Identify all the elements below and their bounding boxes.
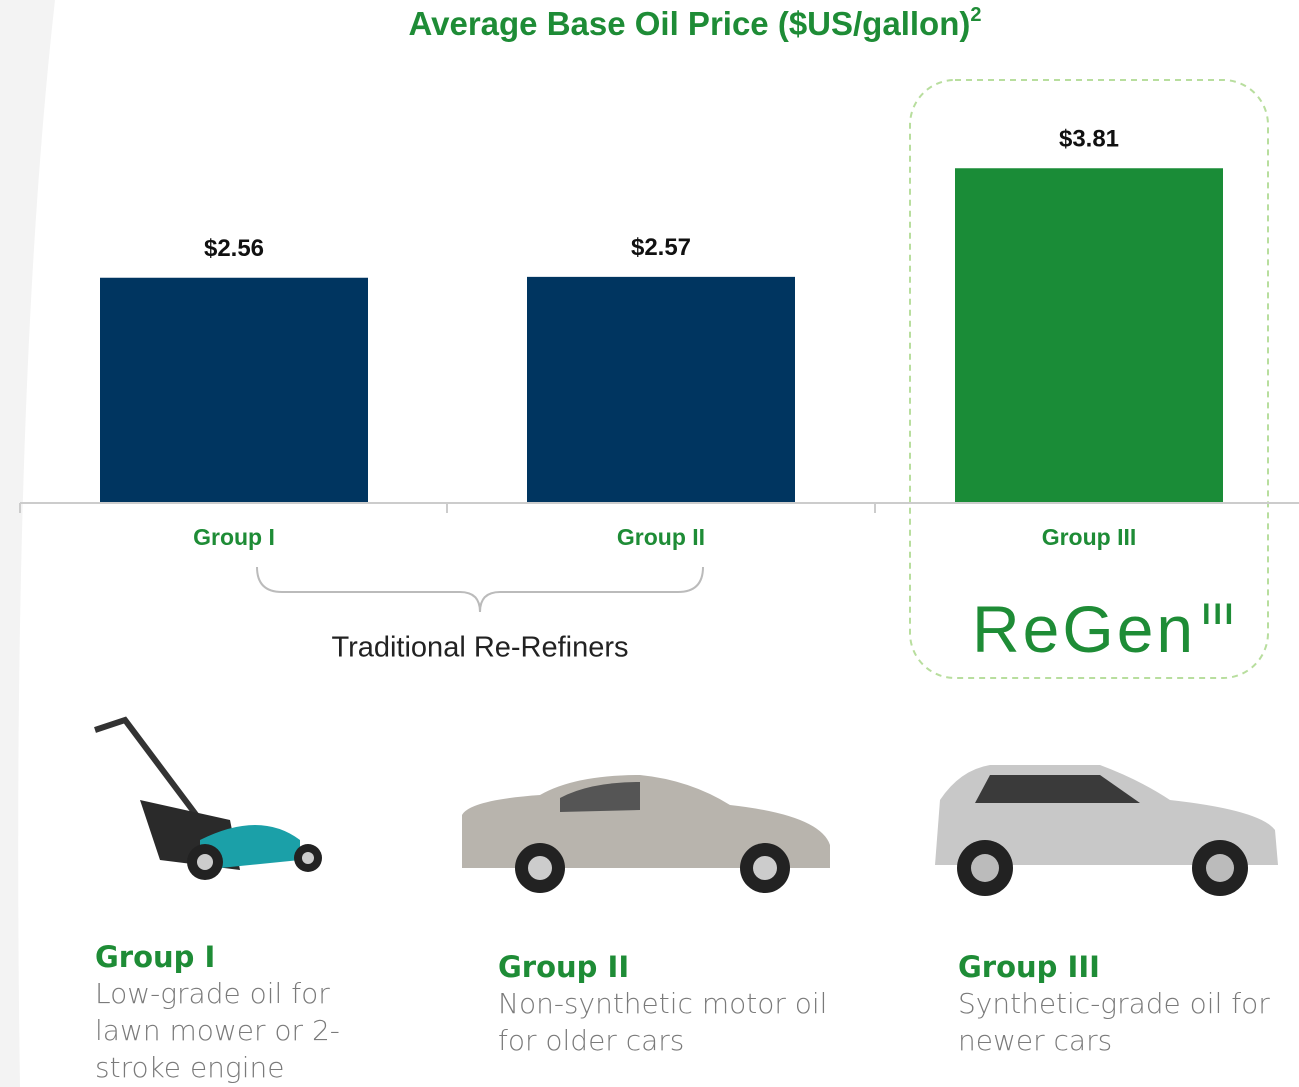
caption: Group II Non-synthetic motor oil for old… bbox=[498, 949, 858, 1059]
slide: Average Base Oil Price ($US/gallon)2 Tra… bbox=[0, 0, 1299, 1087]
caption-title: Group II bbox=[498, 949, 858, 985]
chart-title: Average Base Oil Price ($US/gallon)2 bbox=[409, 4, 982, 41]
title-superscript: 2 bbox=[970, 4, 981, 26]
title-text: Average Base Oil Price ($US/gallon) bbox=[409, 5, 971, 42]
bar bbox=[100, 278, 368, 502]
logo-text: ReGen bbox=[972, 592, 1196, 666]
caption-title: Group III bbox=[958, 949, 1278, 985]
value-label: $3.81 bbox=[1059, 126, 1119, 153]
value-label: $2.57 bbox=[631, 234, 691, 261]
sedan-illustration bbox=[462, 775, 830, 893]
background-curve bbox=[0, 0, 55, 1087]
category-label: Group II bbox=[617, 524, 705, 550]
bracket bbox=[257, 567, 703, 612]
suv-illustration bbox=[935, 765, 1278, 896]
value-label: $2.56 bbox=[204, 235, 264, 262]
category-label: Group I bbox=[193, 524, 275, 550]
bracket-label: Traditional Re-Refiners bbox=[331, 632, 628, 664]
caption-title: Group I bbox=[95, 939, 395, 975]
bar bbox=[527, 277, 795, 502]
logo-superscript: III bbox=[1202, 598, 1236, 631]
bar bbox=[955, 168, 1223, 502]
caption-text: Synthetic-grade oil for newer cars bbox=[958, 985, 1278, 1059]
caption-text: Low-grade oil for lawn mower or 2-stroke… bbox=[95, 975, 395, 1086]
category-label: Group III bbox=[1042, 524, 1137, 550]
caption: Group I Low-grade oil for lawn mower or … bbox=[95, 939, 395, 1086]
caption-text: Non-synthetic motor oil for older cars bbox=[498, 985, 858, 1059]
mower-illustration bbox=[95, 720, 322, 880]
caption: Group III Synthetic-grade oil for newer … bbox=[958, 949, 1278, 1059]
chart: Average Base Oil Price ($US/gallon)2 Tra… bbox=[0, 0, 1299, 1087]
